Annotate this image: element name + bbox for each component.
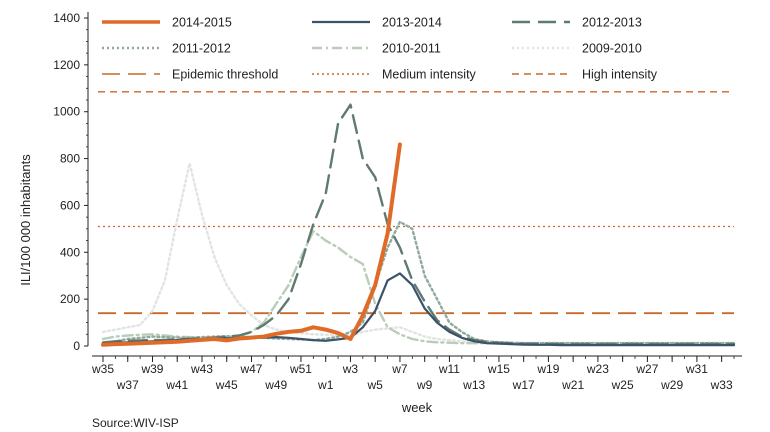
x-tick-label: w7 <box>391 362 408 376</box>
legend-label: Medium intensity <box>382 68 477 82</box>
y-tick-label: 200 <box>60 292 80 306</box>
x-tick-label: w5 <box>367 378 384 392</box>
x-tick-label: w23 <box>586 362 609 376</box>
x-tick-label: w21 <box>561 378 584 392</box>
series-line <box>101 142 402 347</box>
x-tick-label: w43 <box>190 362 213 376</box>
y-tick-label: 1400 <box>53 11 80 25</box>
x-tick-label: w47 <box>239 362 262 376</box>
source-note: Source:WIV-ISP <box>92 416 179 430</box>
y-tick-label: 1000 <box>53 105 80 119</box>
x-tick-label: w9 <box>416 378 433 392</box>
x-tick-label: w51 <box>289 362 312 376</box>
legend-label: 2014-2015 <box>172 16 232 30</box>
legend-label: Epidemic threshold <box>172 68 278 82</box>
x-tick-label: w39 <box>140 362 163 376</box>
x-axis-title: week <box>401 400 433 415</box>
series-lines <box>101 103 736 347</box>
x-tick-label: w1 <box>317 378 334 392</box>
legend-label: 2010-2011 <box>382 42 441 56</box>
legend: 2014-2015 2013-2014 2012-2013 2011-2012 2010… <box>102 16 658 82</box>
x-tick-label: w31 <box>685 362 708 376</box>
y-tick-label: 1200 <box>53 58 80 72</box>
threshold-lines <box>98 91 734 315</box>
legend-label: High intensity <box>582 68 658 82</box>
x-tick-label: w15 <box>487 362 510 376</box>
x-tick-label: w17 <box>512 378 535 392</box>
legend-label: 2013-2014 <box>382 16 442 30</box>
y-axis: 0 200 400 600 800 1000 1200 1400 <box>53 11 89 353</box>
x-tick-label: w29 <box>660 378 683 392</box>
y-tick-label: 800 <box>60 152 80 166</box>
x-tick-label: w33 <box>710 378 733 392</box>
series-line <box>101 103 736 346</box>
legend-label: 2012-2013 <box>582 16 642 30</box>
x-tick-label: w11 <box>438 362 460 376</box>
x-tick-label: w3 <box>342 362 359 376</box>
x-axis: w35 w39 w43 w47 w51 w3 w7 w11 w15 w19 w23 w27 w31 w37… <box>91 355 742 392</box>
series-line <box>101 220 736 345</box>
x-tick-label: w19 <box>536 362 559 376</box>
legend-label: 2009-2010 <box>582 42 642 56</box>
y-tick-label: 0 <box>73 339 80 353</box>
x-tick-label: w25 <box>611 378 634 392</box>
legend-label: 2011-2012 <box>172 42 231 56</box>
y-axis-title: ILI/100 000 inhabitants <box>18 154 33 286</box>
x-tick-label: w41 <box>165 378 188 392</box>
y-tick-label: 400 <box>60 245 80 259</box>
x-tick-label: w13 <box>462 378 485 392</box>
x-tick-label: w27 <box>635 362 658 376</box>
x-tick-label: w35 <box>91 362 114 376</box>
x-tick-label: w49 <box>264 378 287 392</box>
x-tick-label: w45 <box>215 378 238 392</box>
x-tick-label: w37 <box>116 378 139 392</box>
y-tick-label: 600 <box>60 198 80 212</box>
